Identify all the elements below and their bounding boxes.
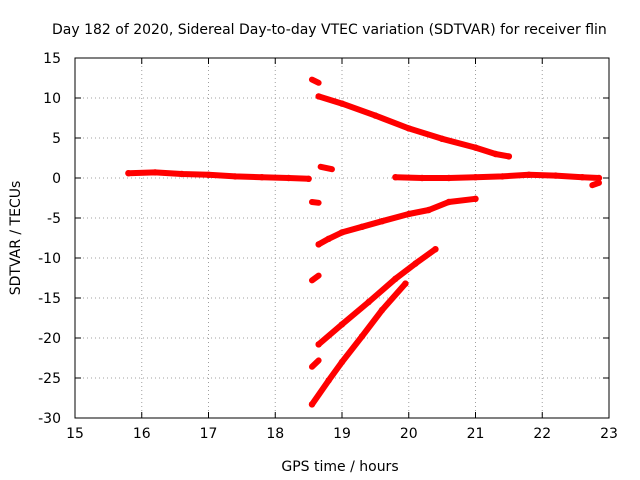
x-tick-label: 21 (467, 426, 485, 442)
x-tick-label: 18 (266, 426, 284, 442)
x-tick-label: 20 (400, 426, 418, 442)
series-arc-zero-right (392, 171, 602, 181)
data-series (125, 76, 603, 408)
y-tick-label: -10 (38, 251, 61, 267)
data-point (378, 306, 386, 314)
data-point (472, 195, 479, 202)
data-point (315, 341, 322, 348)
series-arc-lower-rising (315, 246, 439, 348)
x-tick-label: 16 (133, 426, 151, 442)
data-point (579, 174, 586, 181)
x-tick-label: 17 (200, 426, 218, 442)
y-axis: 15 10 5 0 -5 -10 -15 -20 -25 -30 (38, 51, 609, 427)
x-tick-label: 15 (66, 426, 84, 442)
y-tick-label: 0 (52, 171, 61, 187)
data-point (258, 174, 266, 181)
data-point (285, 174, 292, 182)
data-point (358, 223, 366, 230)
data-point (445, 198, 452, 206)
data-point (378, 218, 386, 225)
data-point (372, 112, 379, 119)
data-point (151, 169, 159, 176)
y-tick-label: -25 (38, 371, 61, 387)
data-point (472, 144, 479, 151)
data-point (325, 235, 332, 242)
data-point (338, 321, 346, 328)
data-point (595, 174, 603, 182)
data-point (432, 246, 439, 253)
y-tick-label: 5 (52, 131, 61, 147)
y-tick-label: 10 (43, 91, 61, 107)
x-axis: 15 16 17 18 19 20 21 22 23 (66, 58, 618, 442)
data-point (308, 401, 316, 408)
data-point (505, 153, 513, 160)
data-point (405, 125, 412, 132)
data-segment (308, 199, 322, 206)
data-point (412, 260, 419, 267)
data-point (305, 175, 312, 182)
data-point (472, 174, 479, 181)
data-segment (308, 76, 322, 86)
y-tick-label: -20 (38, 331, 61, 347)
series-arc-bottom-rising (309, 280, 409, 408)
data-point (338, 229, 346, 236)
data-point (325, 377, 332, 384)
series-arc-negative-rising (315, 195, 479, 248)
x-axis-label: GPS time / hours (281, 459, 398, 475)
data-segment (308, 272, 322, 284)
data-point (358, 333, 366, 340)
data-segment (589, 179, 602, 189)
data-point (392, 275, 399, 282)
data-point (499, 173, 506, 180)
data-point (338, 100, 346, 107)
x-tick-label: 19 (333, 426, 351, 442)
data-point (445, 174, 452, 182)
data-point (552, 172, 559, 179)
y-tick-label: -30 (38, 411, 61, 427)
y-tick-label: 15 (43, 51, 61, 67)
x-tick-label: 22 (533, 426, 551, 442)
data-point (205, 171, 212, 178)
data-point (525, 171, 533, 178)
data-point (492, 150, 499, 158)
y-axis-label: SDTVAR / TECUs (8, 181, 24, 296)
data-point (315, 241, 322, 248)
data-point (392, 174, 399, 181)
data-point (232, 173, 239, 180)
data-point (402, 280, 409, 287)
data-point (315, 93, 322, 100)
data-point (405, 210, 412, 218)
data-point (178, 170, 185, 178)
data-segment (308, 357, 322, 370)
y-tick-label: -15 (38, 291, 61, 307)
y-tick-label: -5 (47, 211, 61, 227)
data-point (418, 174, 426, 182)
data-point (338, 358, 346, 366)
chart-title: Day 182 of 2020, Sidereal Day-to-day VTE… (52, 22, 607, 38)
series-arc-descending (315, 93, 512, 160)
data-point (125, 170, 132, 177)
series-arc-zero-left (125, 169, 312, 182)
data-point (438, 135, 446, 142)
data-segment (317, 163, 335, 173)
data-point (365, 298, 372, 306)
data-point (425, 206, 432, 214)
x-tick-label: 23 (600, 426, 618, 442)
